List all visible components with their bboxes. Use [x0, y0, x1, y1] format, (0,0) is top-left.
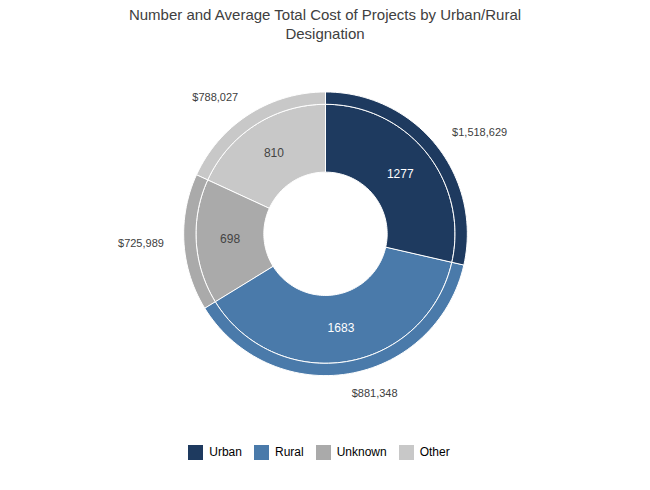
html-text:Rural: Rural: [275, 445, 304, 459]
svg-text:1277: 1277: [387, 167, 414, 181]
html-text:Urban: Urban: [209, 445, 242, 459]
html-text:Other: Other: [419, 445, 450, 459]
svg-text:$725,989: $725,989: [118, 236, 164, 248]
svg-text:810: 810: [264, 146, 284, 160]
svg-text:698: 698: [220, 232, 240, 246]
svg-text:$881,348: $881,348: [352, 387, 398, 399]
html-text:Number and Average Total Cost: Number and Average Total Cost of Project…: [128, 6, 522, 42]
svg-text:$1,518,629: $1,518,629: [452, 126, 507, 138]
html-text:Unknown: Unknown: [336, 445, 387, 459]
svg-text:$788,027: $788,027: [192, 90, 238, 102]
svg-text:1683: 1683: [328, 320, 355, 334]
